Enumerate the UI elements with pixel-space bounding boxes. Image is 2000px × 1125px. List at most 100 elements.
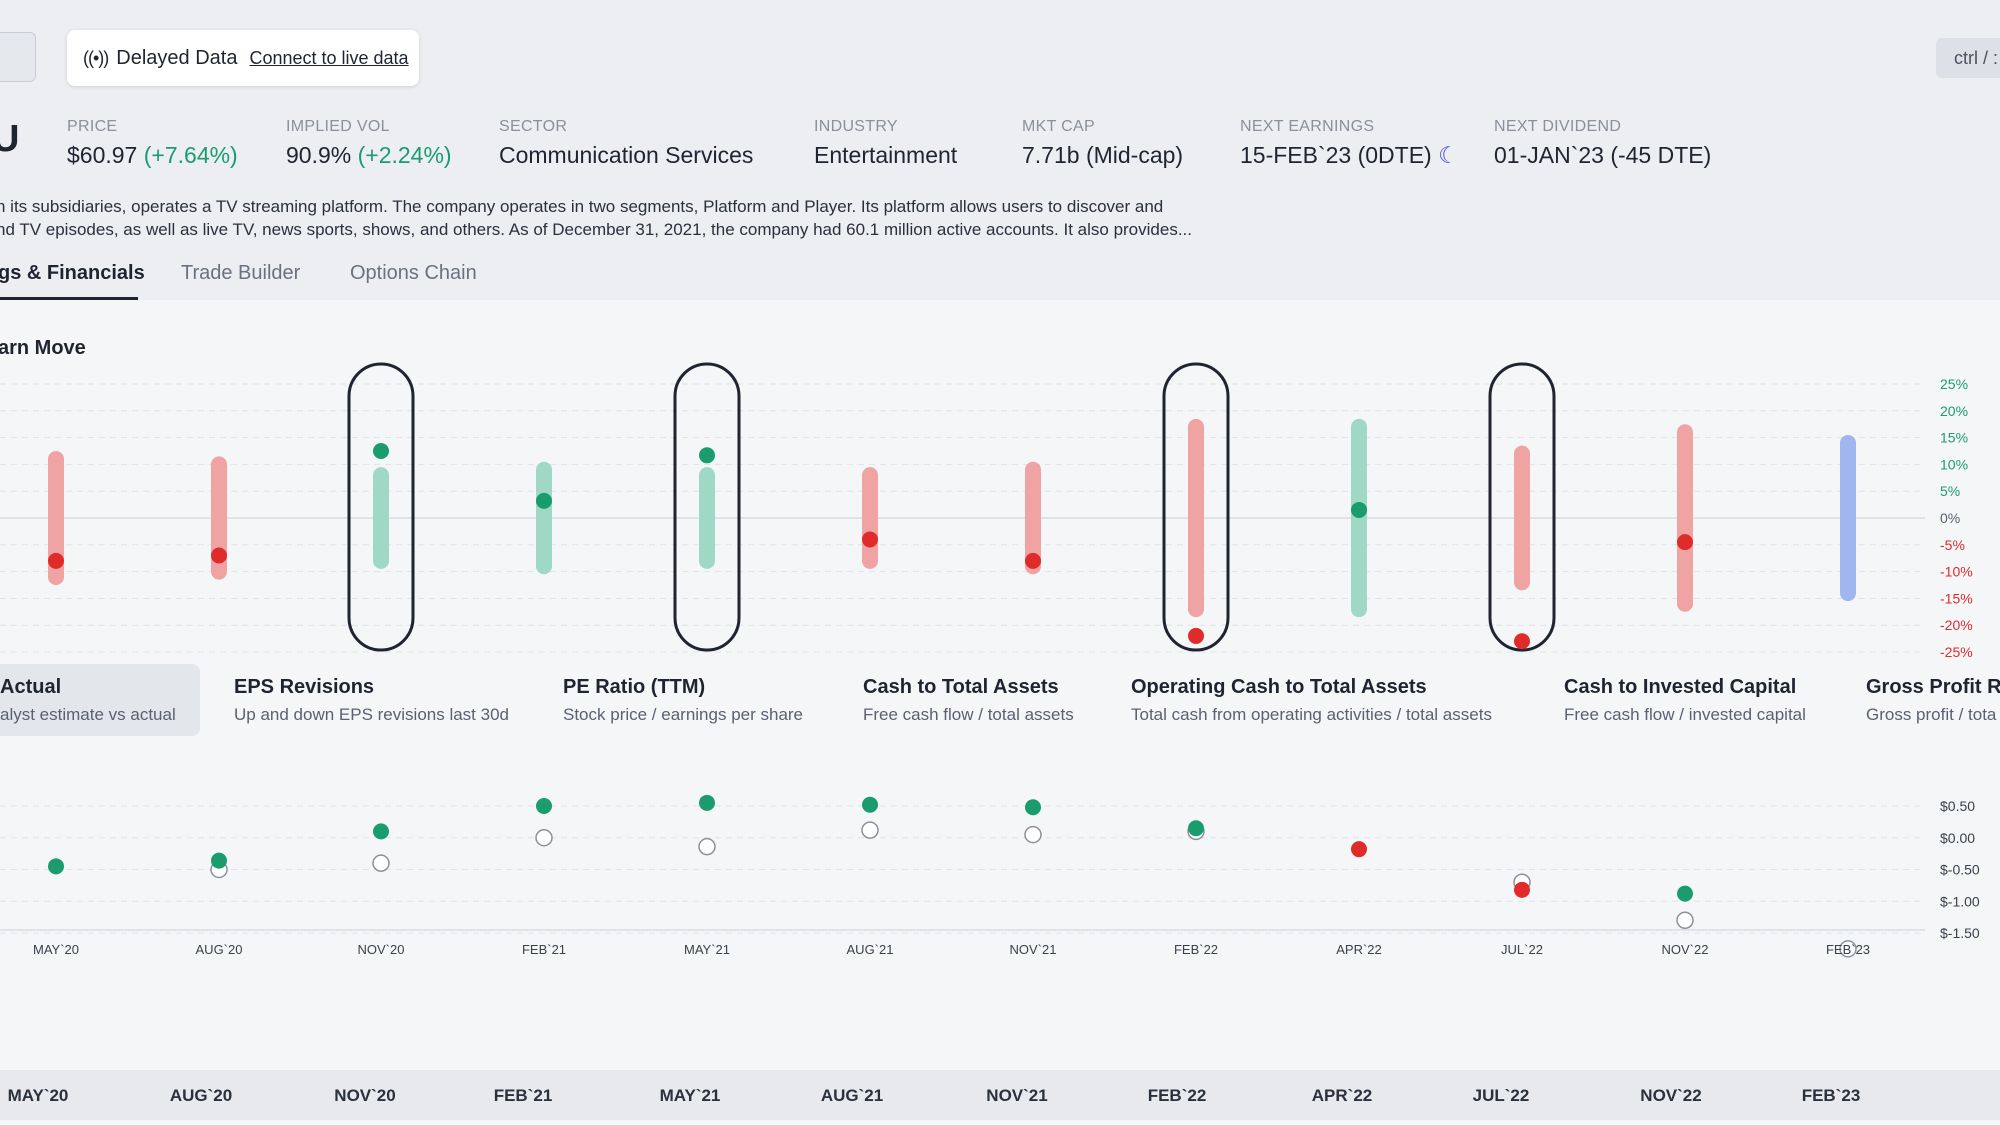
stat-industry-value: Entertainment (814, 142, 958, 168)
timeline-label[interactable]: FEB`22 (1147, 1086, 1207, 1105)
timeline-label[interactable]: FEB`21 (493, 1086, 553, 1105)
outside-range-highlight (1162, 362, 1230, 652)
metric-pe-ratio-title: PE Ratio (TTM) (563, 676, 706, 698)
eps-actual-dot (1677, 885, 1693, 902)
tab-earnings-financials[interactable]: gs & Financials (0, 262, 145, 284)
connect-live-data-link[interactable]: Connect to live data (249, 47, 409, 68)
stat-price-change: (+7.64%) (143, 142, 238, 168)
stat-sector-value: Communication Services (499, 142, 754, 168)
outside-range-highlight (673, 362, 741, 652)
timeline-label[interactable]: JUL`22 (1472, 1086, 1530, 1105)
eps-estimate-dot (372, 854, 390, 872)
metric-eps-revisions-subtitle: Up and down EPS revisions last 30d (234, 705, 509, 724)
timeline-footer[interactable]: MAY`20 AUG`20 NOV`20 FEB`21 MAY`21 AUG`2… (0, 1070, 2000, 1120)
eps-actual-dot (1514, 881, 1530, 898)
x-tick-label: NOV`22 (1662, 942, 1709, 957)
metric-card-actual[interactable]: Actual alyst estimate vs actual (0, 664, 200, 736)
y-tick-label: $-0.50 (1940, 862, 1980, 878)
y-tick-label: 20% (1940, 403, 1968, 419)
metric-card-cash-to-invested-capital[interactable]: Cash to Invested Capital Free cash flow … (1564, 676, 1806, 725)
timeline-label[interactable]: NOV`21 (986, 1086, 1048, 1105)
timeline-label[interactable]: NOV`22 (1640, 1086, 1702, 1105)
x-tick-label: FEB`21 (522, 942, 566, 957)
eps-estimate-dot (535, 829, 553, 847)
stat-price: PRICE $60.97 (+7.64%) (67, 118, 238, 169)
tab-trade-builder[interactable]: Trade Builder (181, 262, 301, 284)
actual-move-dot (862, 531, 878, 548)
stat-industry: INDUSTRY Entertainment (814, 118, 957, 169)
x-tick-label: MAY`21 (684, 942, 730, 957)
stat-implied-vol: IMPLIED VOL 90.9% (+2.24%) (286, 118, 452, 169)
eps-actual-chart: $0.50 $0.00 $-0.50 $-1.00 $-1.50 MAY`20 AUG`2… (0, 794, 1980, 958)
metric-operating-cash-subtitle: Total cash from operating activities / t… (1131, 705, 1492, 724)
left-toolbar-button[interactable] (0, 32, 36, 82)
metric-card-operating-cash[interactable]: Operating Cash to Total Assets Total cas… (1131, 676, 1492, 725)
stat-price-label: PRICE (67, 118, 118, 135)
tab-options-chain[interactable]: Options Chain (350, 262, 477, 284)
stat-next-dividend-value: 01-JAN`23 (-45 DTE) (1494, 142, 1712, 168)
x-tick-label: FEB`22 (1174, 942, 1218, 957)
metric-eps-revisions-title: EPS Revisions (234, 676, 375, 698)
timeline-label[interactable]: MAY`21 (659, 1086, 721, 1105)
timeline-label[interactable]: AUG`21 (820, 1086, 884, 1105)
actual-move-dot (1188, 627, 1204, 644)
stat-sector: SECTOR Communication Services (499, 118, 753, 169)
y-tick-label: -25% (1940, 644, 1973, 660)
timeline-label[interactable]: AUG`20 (169, 1086, 233, 1105)
eps-estimate-dot (1839, 940, 1857, 958)
y-tick-label: 10% (1940, 456, 1968, 472)
eps-actual-dot (862, 796, 878, 813)
actual-move-dot (211, 547, 227, 564)
eps-estimate-dot (1024, 825, 1042, 844)
company-description: h its subsidiaries, operates a TV stream… (0, 195, 1296, 241)
stat-next-dividend-label: NEXT DIVIDEND (1494, 118, 1622, 135)
keyboard-shortcut-hint[interactable]: ctrl / : (1936, 38, 2000, 78)
earnings-move-chart: 25% 20% 15% 10% 5% 0% -5% -10% -15% -20% -25% (0, 362, 1973, 660)
stat-implied-vol-change: (+2.24%) (357, 142, 452, 168)
stat-sector-label: SECTOR (499, 118, 568, 135)
y-tick-label: 15% (1940, 430, 1968, 446)
eps-actual-dot (211, 852, 227, 869)
stat-implied-vol-value: 90.9% (286, 142, 352, 168)
stat-mkt-cap-value: 7.71b (Mid-cap) (1022, 142, 1184, 168)
eps-actual-dot (1188, 820, 1204, 837)
x-tick-label: AUG`20 (196, 942, 243, 957)
actual-move-dot (1025, 552, 1041, 569)
y-tick-label: 0% (1940, 510, 1960, 526)
metric-gross-profit-title: Gross Profit Ra (1866, 676, 2000, 698)
actual-move-dot (1677, 534, 1693, 551)
x-tick-label: NOV`21 (1010, 942, 1057, 957)
y-tick-label: 25% (1940, 376, 1968, 392)
actual-move-dot (1514, 633, 1530, 650)
metric-card-gross-profit[interactable]: Gross Profit Ra Gross profit / tota (1866, 676, 2000, 725)
metric-card-pe-ratio[interactable]: PE Ratio (TTM) Stock price / earnings pe… (563, 676, 803, 725)
x-tick-label: NOV`20 (358, 942, 405, 957)
eps-actual-dot (536, 798, 552, 814)
y-tick-label: $0.00 (1940, 830, 1975, 846)
metric-card-cash-to-total-assets[interactable]: Cash to Total Assets Free cash flow / to… (863, 676, 1074, 725)
timeline-label[interactable]: APR`22 (1311, 1086, 1373, 1105)
outside-range-highlight (1488, 362, 1556, 652)
eps-actual-dot (48, 858, 64, 875)
stat-next-earnings: NEXT EARNINGS 15-FEB`23 (0DTE) ☾ (1240, 118, 1459, 169)
metric-pe-ratio-subtitle: Stock price / earnings per share (563, 705, 804, 724)
timeline-label[interactable]: NOV`20 (334, 1086, 396, 1105)
metric-cash-to-invested-capital-subtitle: Free cash flow / invested capital (1564, 705, 1806, 724)
actual-move-dot (373, 443, 389, 459)
metric-card-eps-revisions[interactable]: EPS Revisions Up and down EPS revisions … (234, 676, 509, 725)
x-tick-label: APR`22 (1336, 942, 1382, 957)
eps-actual-dot (373, 823, 389, 840)
section-title: arn Move (0, 337, 86, 359)
metric-gross-profit-subtitle: Gross profit / tota (1866, 705, 1997, 724)
timeline-label[interactable]: FEB`23 (1801, 1086, 1861, 1105)
ticker-symbol: U (0, 118, 20, 160)
timeline-label[interactable]: MAY`20 (7, 1086, 69, 1105)
outside-range-highlight (347, 362, 415, 652)
metric-operating-cash-title: Operating Cash to Total Assets (1131, 676, 1427, 698)
x-tick-label: JUL`22 (1501, 942, 1543, 957)
y-tick-label: -20% (1940, 617, 1973, 633)
broadcast-icon: ((•)) (83, 47, 109, 68)
active-tab-underline (0, 297, 138, 300)
x-tick-label: AUG`21 (847, 942, 894, 957)
y-tick-label: 5% (1940, 483, 1960, 499)
